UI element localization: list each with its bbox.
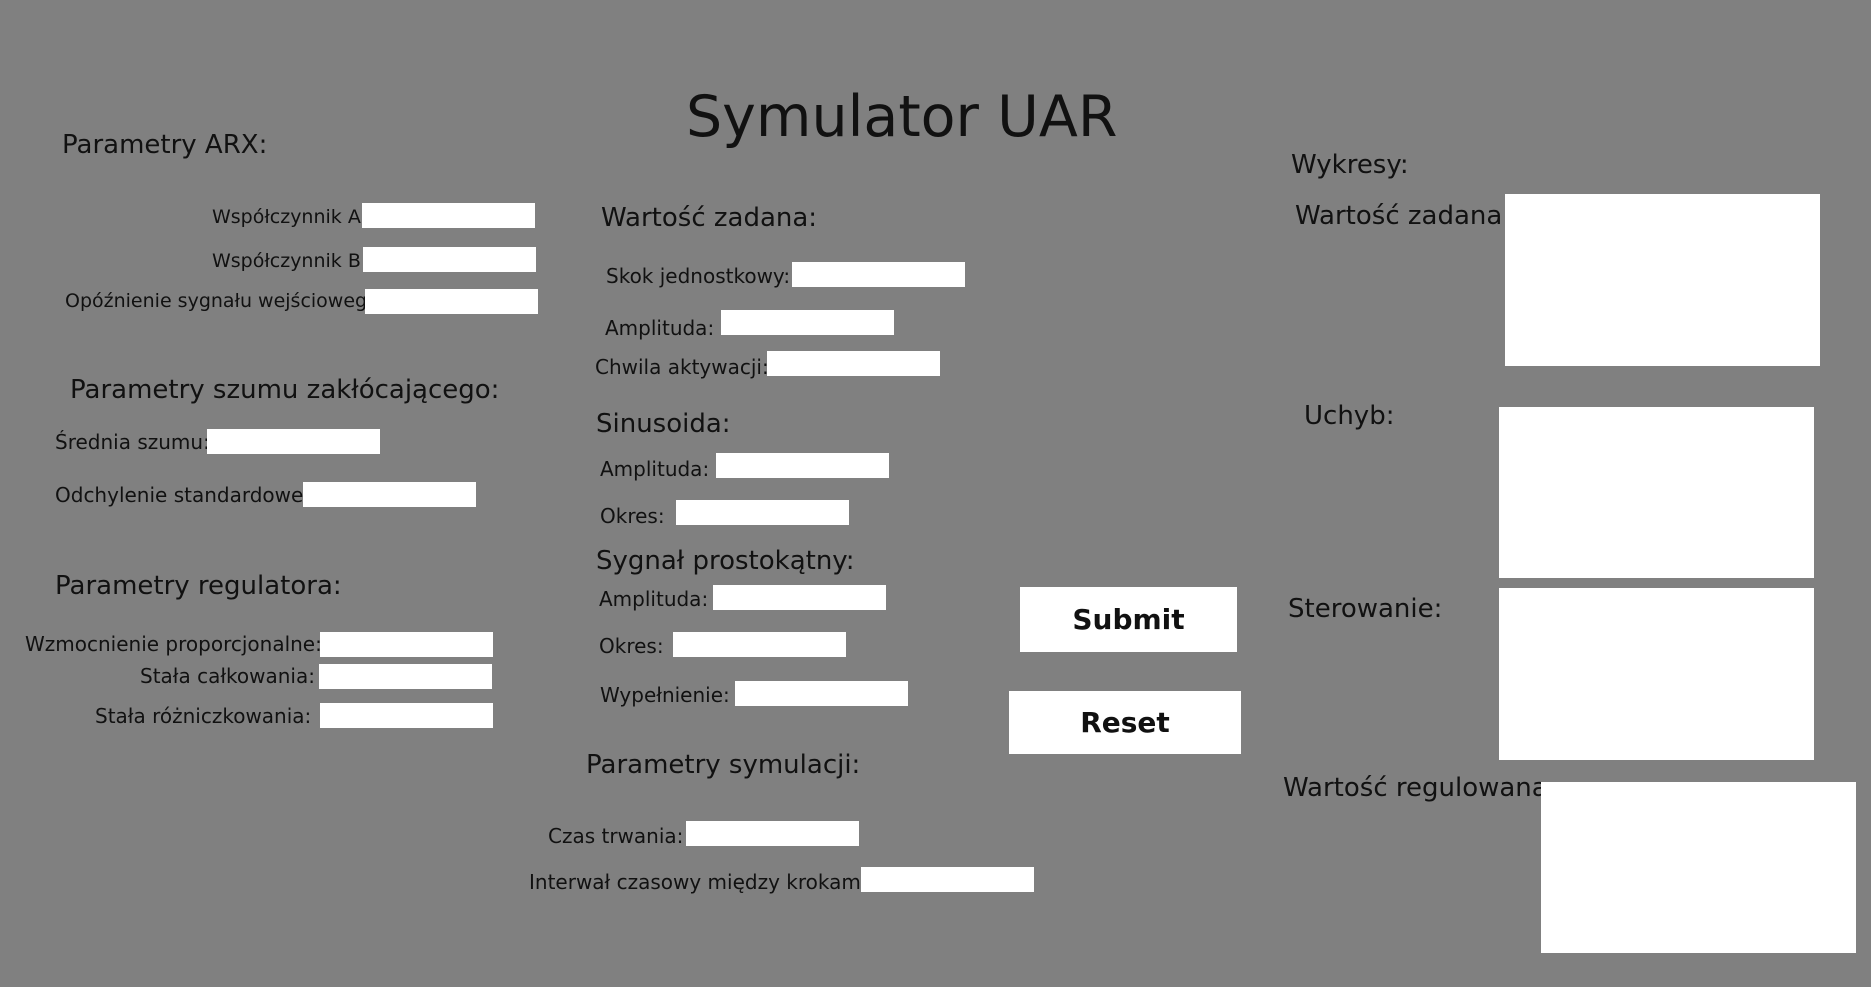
kp-input[interactable] bbox=[320, 632, 493, 657]
step-input[interactable] bbox=[792, 262, 965, 287]
interval-input[interactable] bbox=[861, 867, 1034, 892]
regulator-heading: Parametry regulatora: bbox=[55, 571, 342, 601]
square-amplitude-input[interactable] bbox=[713, 585, 886, 610]
ti-input[interactable] bbox=[319, 664, 492, 689]
plot-error-label: Uchyb: bbox=[1304, 401, 1395, 431]
plot-error bbox=[1499, 407, 1814, 578]
plot-setpoint-label: Wartość zadana: bbox=[1295, 201, 1512, 231]
plot-output bbox=[1541, 782, 1856, 953]
sine-period-input[interactable] bbox=[676, 500, 849, 525]
activation-input[interactable] bbox=[767, 351, 940, 376]
td-input[interactable] bbox=[320, 703, 493, 728]
coef-b-label: Współczynnik B: bbox=[212, 250, 368, 272]
ti-label: Stała całkowania: bbox=[140, 664, 315, 688]
activation-label: Chwila aktywacji: bbox=[595, 355, 769, 379]
coef-a-label: Współczynnik A: bbox=[212, 206, 367, 228]
sine-amplitude-input[interactable] bbox=[716, 453, 889, 478]
duration-label: Czas trwania: bbox=[548, 824, 684, 848]
plot-setpoint bbox=[1505, 194, 1820, 366]
delay-label: Opóźnienie sygnału wejściowego: bbox=[65, 290, 386, 312]
sine-heading: Sinusoida: bbox=[596, 409, 731, 439]
kp-label: Wzmocnienie proporcjonalne: bbox=[25, 632, 322, 656]
noise-std-label: Odchylenie standardowe: bbox=[55, 483, 311, 507]
setpoint-amplitude-input[interactable] bbox=[721, 310, 894, 335]
simulation-heading: Parametry symulacji: bbox=[586, 750, 861, 780]
noise-heading: Parametry szumu zakłócającego: bbox=[70, 375, 500, 405]
setpoint-heading: Wartość zadana: bbox=[601, 203, 818, 233]
td-label: Stała różniczkowania: bbox=[95, 704, 312, 728]
reset-button[interactable]: Reset bbox=[1009, 691, 1241, 754]
plots-heading: Wykresy: bbox=[1291, 150, 1409, 180]
noise-mean-label: Średnia szumu: bbox=[55, 430, 210, 454]
coef-a-input[interactable] bbox=[362, 203, 535, 228]
noise-std-input[interactable] bbox=[303, 482, 476, 507]
interval-label: Interwał czasowy między krokami: bbox=[529, 870, 874, 894]
plot-output-label: Wartość regulowana: bbox=[1283, 773, 1557, 803]
duration-input[interactable] bbox=[686, 821, 859, 846]
step-label: Skok jednostkowy: bbox=[606, 264, 791, 288]
plot-control bbox=[1499, 588, 1814, 760]
sine-period-label: Okres: bbox=[600, 504, 665, 528]
fill-input[interactable] bbox=[735, 681, 908, 706]
noise-mean-input[interactable] bbox=[207, 429, 380, 454]
setpoint-amplitude-label: Amplituda: bbox=[605, 316, 715, 340]
plot-control-label: Sterowanie: bbox=[1288, 594, 1443, 624]
submit-button[interactable]: Submit bbox=[1020, 587, 1237, 652]
square-heading: Sygnał prostokątny: bbox=[596, 546, 855, 576]
square-period-label: Okres: bbox=[599, 634, 664, 658]
square-amplitude-label: Amplituda: bbox=[599, 587, 709, 611]
coef-b-input[interactable] bbox=[363, 247, 536, 272]
sine-amplitude-label: Amplituda: bbox=[600, 457, 710, 481]
fill-label: Wypełnienie: bbox=[600, 683, 730, 707]
square-period-input[interactable] bbox=[673, 632, 846, 657]
app-title: Symulator UAR bbox=[686, 84, 1118, 150]
arx-heading: Parametry ARX: bbox=[62, 130, 268, 160]
delay-input[interactable] bbox=[365, 289, 538, 314]
